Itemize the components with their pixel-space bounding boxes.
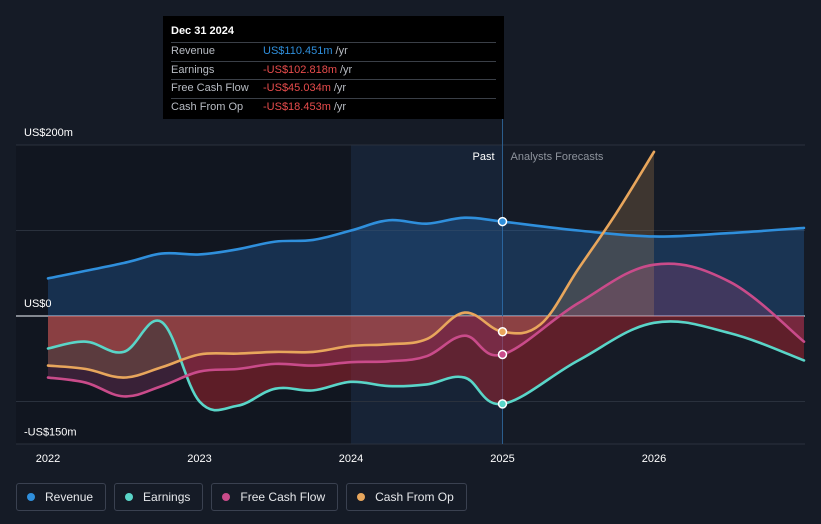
legend: Revenue Earnings Free Cash Flow Cash Fro…: [16, 483, 467, 511]
legend-item-free-cash-flow[interactable]: Free Cash Flow: [211, 483, 339, 511]
marker-cash-from-op: [497, 327, 508, 337]
marker-free-cash-flow: [497, 349, 508, 360]
legend-item-revenue[interactable]: Revenue: [16, 483, 107, 511]
tooltip-value: -US$18.453m: [263, 100, 331, 113]
x-tick-label: 2023: [187, 453, 211, 465]
y-tick-label: -US$150m: [24, 426, 77, 438]
tooltip-unit: /yr: [335, 45, 348, 57]
y-tick-label: US$0: [24, 298, 52, 310]
tooltip-unit: /yr: [333, 82, 347, 94]
marker-earnings: [497, 399, 508, 409]
tooltip-row-free-cash-flow: Free Cash Flow -US$45.034m /yr: [171, 79, 496, 98]
area-earnings: [48, 316, 804, 411]
highlight-column: [351, 145, 503, 444]
past-shade: [16, 145, 351, 444]
legend-label: Revenue: [45, 490, 94, 504]
line-cash-from-op: [46, 150, 656, 379]
legend-label: Earnings: [143, 490, 191, 504]
area-free-cash-flow: [48, 263, 804, 397]
marker-revenue: [497, 216, 508, 227]
line-revenue: [46, 216, 806, 280]
legend-label: Free Cash Flow: [240, 490, 326, 504]
tooltip-label: Earnings: [171, 63, 215, 76]
tooltip-unit: /yr: [340, 63, 353, 76]
x-tick-label: 2025: [490, 453, 514, 465]
legend-label: Cash From Op: [375, 490, 454, 504]
legend-item-earnings[interactable]: Earnings: [114, 483, 204, 511]
tooltip-value: -US$45.034m: [263, 82, 331, 94]
x-tick-label: 2022: [36, 453, 60, 465]
x-tick-label: 2024: [339, 453, 363, 465]
tooltip-row-cash-from-op: Cash From Op -US$18.453m /yr: [171, 97, 496, 117]
tooltip-date: Dec 31 2024: [171, 25, 234, 37]
legend-dot-icon: [125, 493, 134, 501]
tooltip: Dec 31 2024 Revenue US$110.451m /yr Earn…: [163, 16, 504, 119]
legend-dot-icon: [27, 493, 35, 501]
area-revenue: [48, 217, 804, 316]
legend-dot-icon: [222, 493, 231, 501]
line-earnings: [46, 319, 806, 412]
legend-item-cash-from-op[interactable]: Cash From Op: [346, 483, 467, 511]
tooltip-unit: /yr: [333, 100, 347, 113]
tooltip-value: -US$102.818m: [263, 63, 337, 76]
tooltip-label: Free Cash Flow: [171, 82, 249, 94]
tooltip-row-earnings: Earnings -US$102.818m /yr: [171, 60, 496, 80]
past-label: Past: [472, 151, 494, 163]
area-cash-from-op: [48, 151, 654, 378]
forecast-label: Analysts Forecasts: [511, 151, 604, 163]
tooltip-label: Revenue: [171, 45, 216, 57]
legend-dot-icon: [357, 493, 366, 501]
line-free-cash-flow: [46, 262, 806, 398]
tooltip-value: US$110.451m: [263, 45, 333, 57]
tooltip-row-revenue: Revenue US$110.451m /yr: [171, 42, 496, 61]
tooltip-label: Cash From Op: [171, 100, 244, 113]
x-tick-label: 2026: [642, 453, 666, 465]
y-tick-label: US$200m: [24, 127, 73, 139]
